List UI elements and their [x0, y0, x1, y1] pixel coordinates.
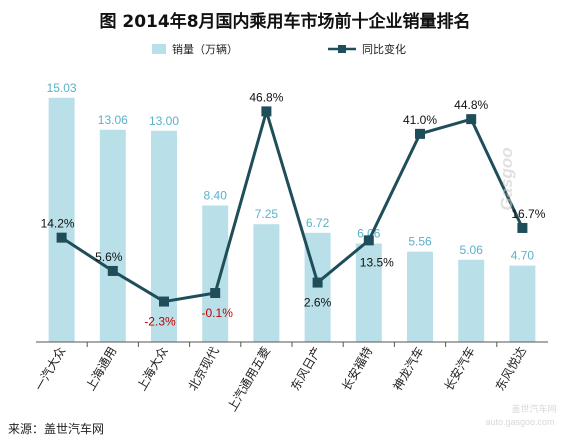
bar-5: [253, 224, 280, 342]
line-marker: [210, 288, 221, 299]
bar-10: [509, 265, 536, 342]
bar-1: [48, 97, 75, 342]
legend-bar-label: 销量（万辆）: [172, 42, 238, 56]
line-value-label: 16.7%: [511, 207, 545, 221]
category-labels-group: 一汽大众 上海通用 上海大众 北京现代 上汽通用五菱 东风日产 长安福特 神龙汽车 长安汽车 东风…: [31, 344, 529, 414]
legend-line-label: 同比变化: [362, 42, 406, 56]
bar-8: [407, 251, 433, 342]
watermark: Gasgoo 盖世汽车网 auto.gasgoo.com: [485, 147, 556, 427]
legend-line-marker: [338, 45, 346, 53]
line-value-label: 41.0%: [403, 113, 437, 127]
line-marker: [107, 265, 118, 276]
category-label: 上海通用: [82, 344, 119, 393]
bars-group: [48, 97, 536, 342]
category-label: 神龙汽车: [390, 344, 427, 393]
watermark-subtitle: 盖世汽车网: [511, 403, 556, 414]
legend-bar-swatch: [152, 44, 166, 54]
watermark-logo-side: Gasgoo: [497, 147, 516, 210]
category-label: 东风日产: [288, 345, 324, 394]
category-label: 东风悦达: [493, 345, 529, 394]
x-axis-ticks: [86, 342, 498, 347]
bar-value-label: 8.40: [204, 189, 228, 203]
bar-2: [99, 129, 126, 342]
watermark-url: auto.gasgoo.com: [485, 417, 554, 427]
line-value-label: 44.8%: [454, 98, 488, 112]
bar-value-label: 13.00: [149, 114, 179, 128]
bar-value-label: 6.72: [306, 216, 330, 230]
bar-value-label: 13.06: [98, 113, 128, 127]
bar-value-label: 5.06: [460, 243, 484, 257]
category-label: 长安汽车: [441, 344, 478, 393]
category-label: 北京现代: [186, 345, 222, 394]
chart-title: 图 2014年8月国内乘用车市场前十企业销量排名: [99, 11, 470, 32]
line-value-label: -0.1%: [202, 306, 234, 320]
bar-value-label: 15.03: [47, 81, 77, 95]
legend: 销量（万辆） 同比变化: [152, 42, 406, 56]
line-marker: [517, 222, 528, 233]
line-labels-group: 14.2% 5.6% -2.3% -0.1% 46.8% 2.6% 13.5% 41.0% 44…: [41, 90, 546, 328]
category-label: 长安福特: [338, 344, 375, 393]
yoy-change-line: [60, 109, 524, 304]
line-value-label: 2.6%: [304, 296, 332, 310]
line-marker: [363, 235, 374, 246]
bar-value-label: 4.70: [511, 249, 535, 263]
bar-value-label: 5.56: [408, 235, 432, 249]
category-label: 上海大众: [134, 344, 171, 393]
bar-4: [202, 205, 229, 342]
category-label: 上汽通用五菱: [224, 344, 273, 414]
line-value-label: -2.3%: [144, 315, 176, 329]
line-value-label: 46.8%: [249, 90, 283, 104]
line-marker: [312, 277, 323, 288]
line-value-label: 5.6%: [95, 250, 123, 264]
line-marker: [159, 296, 169, 307]
line-value-label: 14.2%: [41, 217, 75, 231]
line-value-label: 13.5%: [360, 255, 394, 269]
bar-9: [458, 259, 485, 342]
bar-3: [151, 130, 177, 342]
bar-7: [355, 243, 382, 342]
line-marker: [415, 128, 425, 139]
line-marker: [466, 114, 477, 125]
line-marker: [56, 232, 67, 243]
source-note: 来源：盖世汽车网: [8, 421, 104, 436]
line-series-group: [56, 106, 528, 307]
bar-value-label: 7.25: [255, 207, 279, 221]
line-marker: [261, 106, 272, 117]
category-label: 一汽大众: [31, 344, 68, 393]
